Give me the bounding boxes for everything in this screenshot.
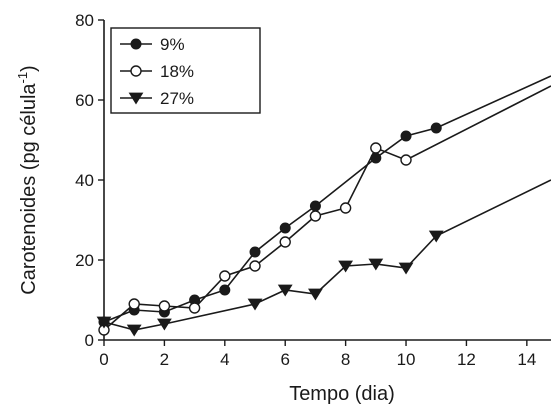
y-axis-title-close: ) xyxy=(18,65,40,72)
data-point-9pct xyxy=(220,285,230,295)
y-tick-label: 20 xyxy=(75,251,94,270)
y-axis-title-main: Carotenoides (pg célula xyxy=(18,83,40,295)
legend-marker-9pct xyxy=(131,39,141,49)
x-tick-label: 8 xyxy=(341,350,350,369)
data-point-18pct xyxy=(401,155,411,165)
data-point-18pct xyxy=(341,203,351,213)
data-point-18pct xyxy=(280,237,290,247)
x-tick-label: 6 xyxy=(280,350,289,369)
y-tick-label: 40 xyxy=(75,171,94,190)
data-point-9pct xyxy=(280,223,290,233)
data-point-18pct xyxy=(220,271,230,281)
legend-label-27pct: 27% xyxy=(160,89,194,108)
data-point-18pct xyxy=(310,211,320,221)
legend-label-9pct: 9% xyxy=(160,35,185,54)
data-point-18pct xyxy=(190,303,200,313)
data-point-18pct xyxy=(159,301,169,311)
data-point-9pct xyxy=(401,131,411,141)
data-point-27pct xyxy=(400,263,413,273)
y-axis-title-superscript: -1 xyxy=(15,72,30,84)
x-tick-label: 10 xyxy=(397,350,416,369)
series-18pct xyxy=(99,86,551,335)
data-point-9pct xyxy=(310,201,320,211)
x-tick-label: 14 xyxy=(517,350,536,369)
y-axis-title: Carotenoides (pg célula-1) xyxy=(15,65,40,294)
series-line-18pct xyxy=(104,86,551,330)
x-axis-title: Tempo (dia) xyxy=(289,383,395,405)
series-layer xyxy=(98,76,551,336)
data-point-27pct xyxy=(128,325,141,335)
x-tick-label: 12 xyxy=(457,350,476,369)
data-point-9pct xyxy=(250,247,260,257)
legend-label-18pct: 18% xyxy=(160,62,194,81)
legend-marker-18pct xyxy=(131,66,141,76)
data-point-18pct xyxy=(129,299,139,309)
y-tick-label: 0 xyxy=(85,331,94,350)
x-tick-label: 0 xyxy=(99,350,108,369)
x-tick-label: 2 xyxy=(160,350,169,369)
data-point-18pct xyxy=(371,143,381,153)
series-line-27pct xyxy=(104,180,551,330)
data-point-9pct xyxy=(431,123,441,133)
y-tick-label: 80 xyxy=(75,11,94,30)
data-point-27pct xyxy=(309,289,322,299)
y-tick-label: 60 xyxy=(75,91,94,110)
data-point-18pct xyxy=(250,261,260,271)
legend: 9% 18% 27% xyxy=(111,28,260,113)
x-tick-label: 4 xyxy=(220,350,229,369)
